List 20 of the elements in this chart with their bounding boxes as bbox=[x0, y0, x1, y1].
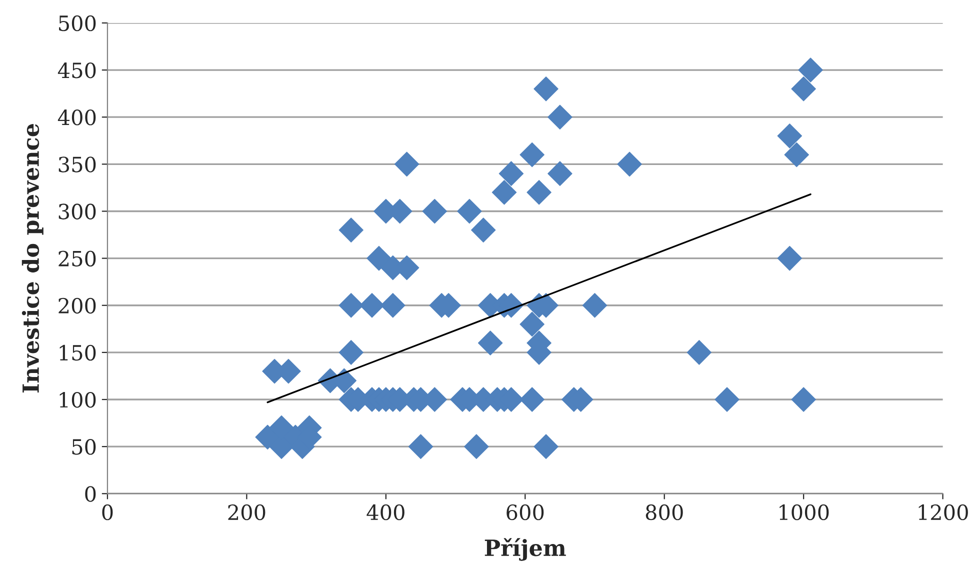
y-tick-label: 450 bbox=[58, 62, 96, 78]
x-axis-title: Příjem bbox=[484, 538, 566, 561]
x-tick-label: 200 bbox=[228, 504, 266, 520]
x-tick-label: 400 bbox=[366, 504, 404, 520]
x-tick-label: 800 bbox=[646, 504, 683, 520]
y-axis-title: Investice do prevence bbox=[22, 124, 44, 393]
y-tick-label: 150 bbox=[60, 344, 96, 361]
x-tick-label: 1200 bbox=[918, 504, 968, 520]
y-tick-label: 200 bbox=[58, 298, 96, 314]
x-tick-label: 0 bbox=[102, 504, 113, 520]
x-tick-label: 600 bbox=[506, 504, 544, 520]
y-tick-label: 350 bbox=[58, 156, 96, 172]
y-tick-label: 50 bbox=[72, 439, 96, 455]
y-tick-label: 400 bbox=[58, 110, 96, 126]
y-tick-label: 300 bbox=[58, 204, 96, 220]
y-tick-label: 0 bbox=[85, 486, 96, 502]
y-tick-label: 250 bbox=[58, 250, 96, 267]
x-tick-label: 1000 bbox=[780, 504, 829, 520]
y-tick-label: 500 bbox=[59, 15, 96, 32]
y-tick-label: 100 bbox=[60, 392, 96, 408]
